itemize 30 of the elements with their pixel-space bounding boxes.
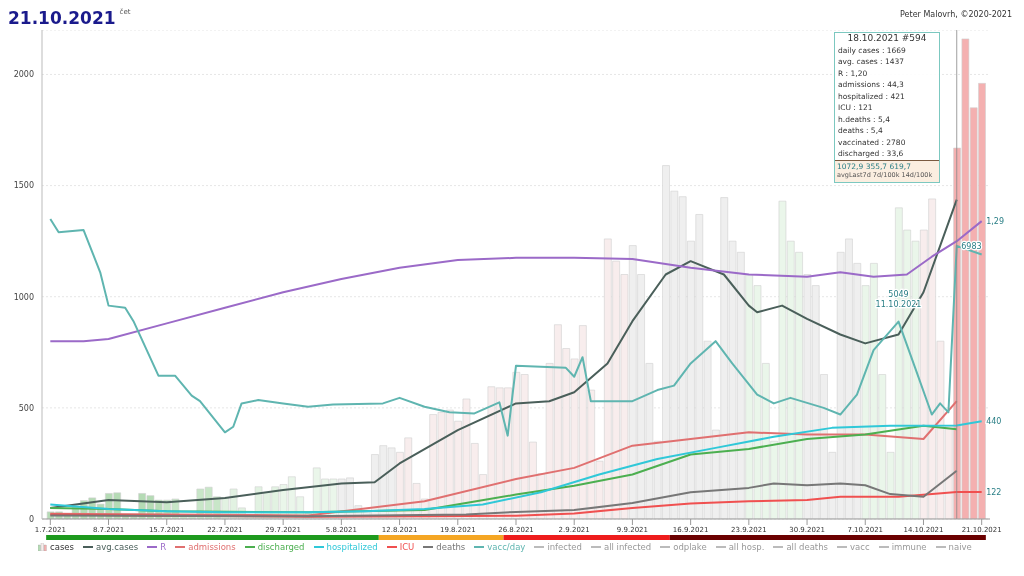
annotation: 122: [986, 487, 1002, 497]
legend-label: cases: [49, 542, 74, 552]
text: all deaths: [785, 542, 829, 552]
legend-label: deaths: [435, 542, 466, 552]
y-tick-label: 0: [28, 514, 34, 524]
annotation: 18.10.2021 #594: [846, 33, 928, 45]
y-tick-label: 1000: [13, 292, 34, 302]
text: infected: [546, 542, 582, 552]
text: immune: [890, 542, 927, 552]
chart-title: 21.10.2021: [8, 8, 116, 28]
legend-label: hospitalized: [325, 542, 378, 552]
y-tick-label: 500: [18, 403, 34, 413]
legend-label: ICU: [398, 542, 415, 552]
annotation: 5049: [888, 290, 909, 300]
annotation: 6983: [961, 241, 982, 251]
legend-label: avg.cases: [94, 542, 139, 552]
text: vacc: [849, 542, 870, 552]
legend-label: R: [159, 542, 167, 552]
text: Peter Malovrh, ©2020-2021: [900, 10, 1012, 19]
y-tick-label: 2000: [13, 70, 34, 80]
text: all hosp.: [727, 542, 765, 552]
legend-label: admissions: [187, 542, 236, 552]
text: naive: [947, 542, 972, 552]
text: odplake: [672, 542, 707, 552]
annotation: 440: [986, 417, 1002, 427]
annotation: 1,29: [986, 216, 1004, 226]
legend-label: discharged: [256, 542, 305, 552]
text: all infected: [603, 542, 652, 552]
legend-label: vacc/day: [486, 542, 526, 552]
y-tick-label: 1500: [13, 181, 34, 191]
